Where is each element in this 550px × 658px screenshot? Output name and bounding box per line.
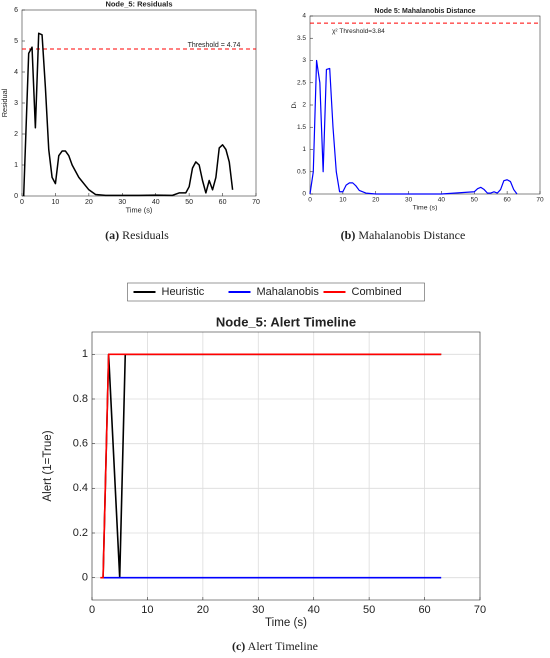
threshold-label: Threshold = 4.74: [188, 42, 241, 49]
y-tick-label: 4: [302, 13, 306, 20]
y-axis-label: Dₜ: [291, 102, 298, 109]
x-tick-label: 10: [141, 604, 153, 616]
y-tick-label: 3.5: [297, 35, 306, 42]
x-tick-label: 0: [20, 199, 24, 206]
chart-title: Node_5: Residuals: [105, 0, 172, 9]
y-tick-label: 0: [82, 572, 88, 584]
x-tick-label: 50: [363, 604, 375, 616]
legend-label: Mahalanobis: [257, 286, 320, 298]
y-tick-label: 0: [14, 193, 18, 200]
legend-label: Heuristic: [162, 286, 205, 298]
x-tick-label: 70: [252, 199, 260, 206]
y-tick-label: 1: [14, 162, 18, 169]
y-tick-label: 2: [14, 131, 18, 138]
y-tick-label: 3: [14, 100, 18, 107]
y-tick-label: 1: [82, 348, 88, 360]
y-tick-label: 5: [14, 38, 18, 45]
x-tick-label: 30: [118, 199, 126, 206]
y-tick-label: 2.5: [297, 79, 306, 86]
y-tick-label: 0.5: [297, 168, 306, 175]
x-tick-label: 70: [536, 197, 544, 204]
caption-label: (a): [105, 228, 119, 242]
y-tick-label: 1: [302, 146, 306, 153]
x-tick-label: 50: [185, 199, 193, 206]
caption-text: Residuals: [122, 228, 169, 242]
x-tick-label: 10: [52, 199, 60, 206]
caption-text: Mahalanobis Distance: [358, 228, 465, 242]
y-axis-label: Residual: [0, 88, 9, 117]
y-tick-label: 0.8: [73, 393, 88, 405]
x-tick-label: 70: [474, 604, 486, 616]
caption-label: (c): [232, 639, 245, 653]
y-tick-label: 0.6: [73, 438, 88, 450]
x-tick-label: 0: [308, 197, 312, 204]
x-tick-label: 40: [308, 604, 320, 616]
chart-title: Node 5: Mahalanobis Distance: [374, 8, 475, 15]
legend-label: Combined: [352, 286, 402, 298]
caption-text: Alert Timeline: [248, 639, 318, 653]
y-axis-label: Alert (1=True): [42, 430, 54, 501]
y-tick-label: 0.4: [73, 482, 88, 494]
chart-title: Node_5: Alert Timeline: [216, 314, 356, 329]
caption: (a) Residuals: [105, 228, 169, 242]
x-tick-label: 60: [418, 604, 430, 616]
axes-frame: [91, 331, 481, 601]
data-line: [22, 32, 234, 197]
plot-area: [310, 16, 540, 194]
threshold-label: χ² Threshold=3.84: [332, 28, 385, 35]
legend-box: [127, 282, 425, 302]
y-tick-label: 3: [302, 57, 306, 64]
caption-label: (b): [341, 228, 356, 242]
x-tick-label: 20: [85, 199, 93, 206]
x-axis-label: Time (s): [265, 617, 307, 629]
x-tick-label: 0: [89, 604, 95, 616]
x-tick-label: 60: [219, 199, 227, 206]
x-axis-label: Time (s): [413, 204, 438, 211]
x-tick-label: 30: [405, 197, 413, 204]
series-line: [100, 353, 442, 579]
y-tick-label: 0: [302, 191, 306, 198]
y-tick-label: 4: [14, 69, 18, 76]
y-tick-label: 1.5: [297, 124, 306, 131]
y-tick-label: 6: [14, 7, 18, 14]
x-tick-label: 10: [339, 197, 347, 204]
x-axis-label: Time (s): [126, 206, 153, 215]
x-tick-label: 50: [471, 197, 479, 204]
x-tick-label: 40: [152, 199, 160, 206]
y-tick-label: 2: [302, 102, 306, 109]
data-line: [309, 59, 518, 195]
x-tick-label: 60: [504, 197, 512, 204]
x-tick-label: 20: [197, 604, 209, 616]
y-tick-label: 0.2: [73, 527, 88, 539]
plot-area: [92, 332, 480, 600]
caption: (c) Alert Timeline: [232, 639, 318, 653]
x-tick-label: 30: [252, 604, 264, 616]
caption: (b) Mahalanobis Distance: [341, 228, 466, 242]
x-tick-label: 40: [438, 197, 446, 204]
x-tick-label: 20: [372, 197, 380, 204]
